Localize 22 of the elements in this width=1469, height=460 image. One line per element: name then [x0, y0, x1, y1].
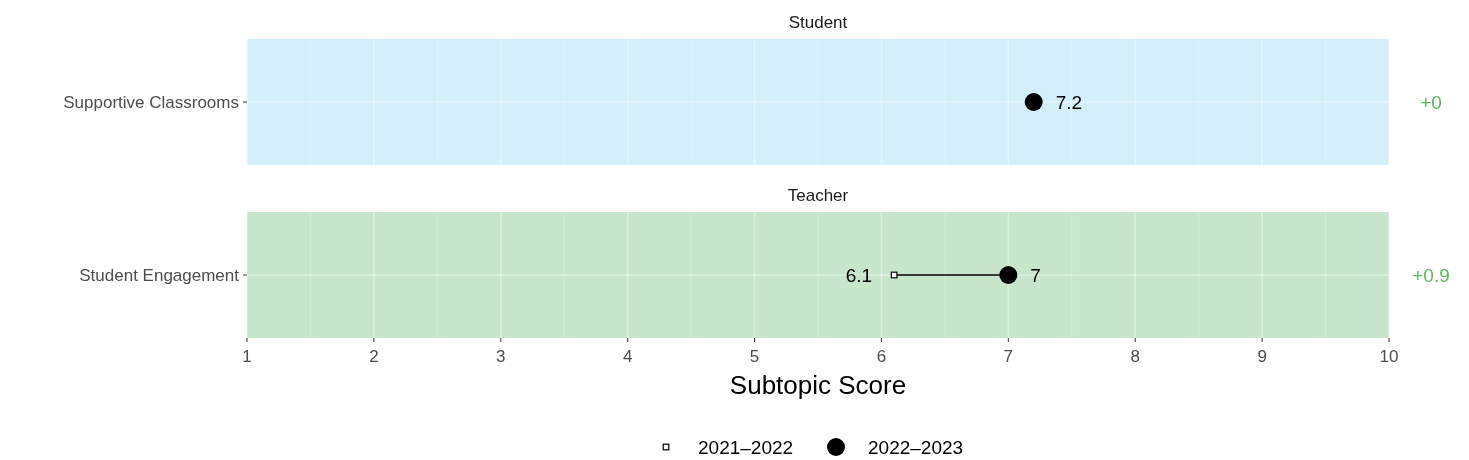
data-label: 6.1	[845, 264, 873, 286]
y-tick-label: Supportive Classrooms	[63, 92, 239, 112]
text: +0	[1420, 91, 1442, 113]
x-tick-label: 2	[369, 347, 379, 366]
x-tick-label: 8	[1130, 347, 1140, 366]
x-tick-label: 10	[1379, 347, 1399, 366]
y-tick-label: Student Engagement	[79, 265, 240, 285]
x-tick-label: 5	[749, 347, 760, 366]
data-label: 7.2	[1055, 91, 1083, 113]
x-tick-label: 1	[242, 347, 252, 366]
legend-label: 2021–2022	[698, 436, 794, 458]
x-axis-title: Subtopic Score	[729, 370, 907, 400]
chart-title: Student	[788, 13, 848, 32]
chart-title: Teacher	[787, 186, 849, 205]
x-tick-label: 7	[1003, 347, 1014, 366]
data-label: 7	[1030, 264, 1041, 286]
x-tick-label: 9	[1257, 347, 1267, 366]
legend-label: 2022–2023	[868, 436, 964, 458]
x-tick-label: 3	[496, 347, 506, 366]
x-tick-label: 6	[876, 347, 887, 366]
text: +0.9	[1412, 264, 1450, 286]
x-tick-label: 4	[622, 347, 633, 366]
